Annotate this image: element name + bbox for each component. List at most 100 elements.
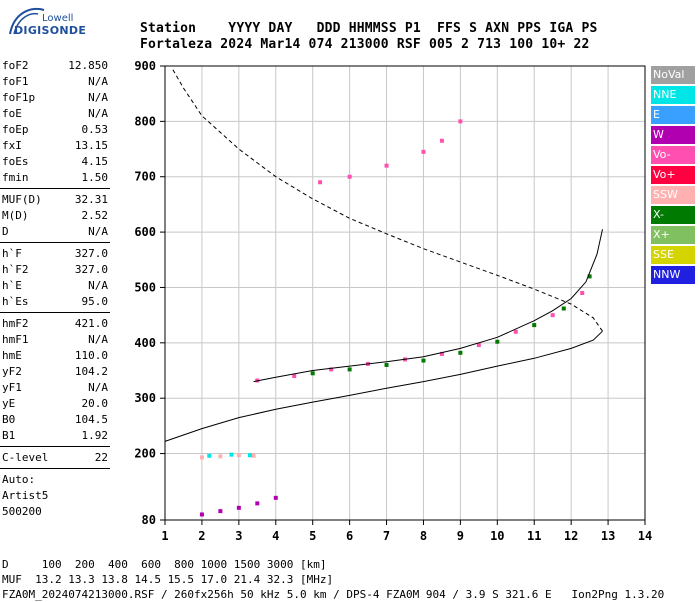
- param-name: yF1: [2, 381, 22, 394]
- param-value: 4.15: [81, 155, 109, 168]
- param-row: B0 104.5: [0, 412, 110, 428]
- param-value: 421.0: [74, 317, 108, 330]
- echo-point: [347, 174, 352, 179]
- param-name: yF2: [2, 365, 22, 378]
- legend: NoVal NNE E W Vo- Vo+ SSW X- X+ SSE NNW: [651, 66, 695, 286]
- legend-item: X-: [651, 206, 695, 224]
- param-separator: [0, 242, 110, 243]
- param-separator: [0, 446, 110, 447]
- param-value: 20.0: [81, 397, 109, 410]
- param-value: 13.15: [74, 139, 108, 152]
- param-name: foE: [2, 107, 22, 120]
- x-tick-label: 14: [638, 529, 652, 543]
- x-tick-label: 8: [420, 529, 427, 543]
- legend-item: E: [651, 106, 695, 124]
- param-value: N/A: [88, 107, 108, 120]
- param-row: h`F 327.0: [0, 246, 110, 262]
- legend-item: Vo+: [651, 166, 695, 184]
- topside-profile-line: [171, 68, 603, 332]
- legend-item: NoVal: [651, 66, 695, 84]
- param-value: 327.0: [74, 247, 108, 260]
- x-tick-label: 13: [601, 529, 615, 543]
- x-tick-label: 12: [564, 529, 578, 543]
- echo-point: [421, 358, 426, 363]
- param-row: C-level 22: [0, 450, 110, 466]
- param-value: N/A: [88, 75, 108, 88]
- x-tick-label: 11: [527, 529, 541, 543]
- param-row: fxI 13.15: [0, 138, 110, 154]
- logo-arc-icon: [9, 7, 45, 35]
- param-name: fxI: [2, 139, 22, 152]
- echo-point: [421, 149, 426, 154]
- param-name: C-level: [2, 451, 49, 464]
- echo-point: [199, 455, 204, 460]
- param-value: N/A: [88, 333, 108, 346]
- echo-point: [384, 163, 389, 168]
- electron-density-profile-line: [164, 330, 603, 442]
- legend-item: W: [651, 126, 695, 144]
- footer: D 100 200 400 600 800 1000 1500 3000 [km…: [0, 557, 664, 602]
- param-value: 32.31: [74, 193, 108, 206]
- param-value: 104.2: [74, 365, 108, 378]
- param-name: h`Es: [2, 295, 29, 308]
- echo-point: [251, 453, 256, 458]
- param-name: MUF(D): [2, 193, 42, 206]
- echo-point: [476, 343, 481, 348]
- y-tick-label: 700: [134, 170, 156, 184]
- x-tick-label: 4: [272, 529, 279, 543]
- echo-point: [255, 501, 260, 506]
- echo-point: [513, 329, 518, 334]
- echo-point: [318, 180, 323, 185]
- param-row: foF1p N/A: [0, 90, 110, 106]
- legend-item: NNW: [651, 266, 695, 284]
- y-tick-label: 900: [134, 59, 156, 73]
- parameter-panel: foF2 12.850 foF1 N/A foF1p N/A foE N/A foEp 0.53 f…: [0, 58, 110, 520]
- legend-item: NNE: [651, 86, 695, 104]
- param-name: h`F: [2, 247, 22, 260]
- echo-point: [207, 453, 212, 458]
- echo-point: [329, 367, 334, 372]
- param-name: D: [2, 225, 9, 238]
- param-row: yF2 104.2: [0, 364, 110, 380]
- echo-point: [218, 509, 223, 514]
- echo-point: [580, 291, 585, 295]
- footer-distance-line: D 100 200 400 600 800 1000 1500 3000 [km…: [2, 558, 327, 571]
- param-name: foEs: [2, 155, 29, 168]
- param-name: foF2: [2, 59, 29, 72]
- param-value: 12.850: [68, 59, 108, 72]
- param-row: yF1 N/A: [0, 380, 110, 396]
- echo-point: [347, 367, 352, 372]
- echo-point: [384, 362, 389, 367]
- echo-point: [458, 350, 463, 355]
- param-row: h`E N/A: [0, 278, 110, 294]
- param-row: hmF1 N/A: [0, 332, 110, 348]
- param-row: h`F2 327.0: [0, 262, 110, 278]
- y-tick-label: 400: [134, 336, 156, 350]
- param-separator: [0, 468, 110, 469]
- legend-item: X+: [651, 226, 695, 244]
- echo-point: [310, 371, 315, 376]
- param-name: foF1p: [2, 91, 36, 104]
- echo-point: [561, 306, 566, 311]
- virtual-height-trace-line: [253, 229, 603, 383]
- param-name: h`F2: [2, 263, 29, 276]
- param-row: foEp 0.53: [0, 122, 110, 138]
- x-tick-label: 5: [309, 529, 316, 543]
- legend-item: SSE: [651, 246, 695, 264]
- echo-point: [199, 512, 204, 517]
- param-value: 22: [94, 451, 108, 464]
- echo-point: [236, 505, 241, 510]
- param-name: B1: [2, 429, 16, 442]
- echo-point: [229, 452, 234, 457]
- param-row: h`Es 95.0: [0, 294, 110, 310]
- param-row: fmin 1.50: [0, 170, 110, 186]
- echo-point: [273, 495, 278, 500]
- y-tick-label: 300: [134, 391, 156, 405]
- echo-point: [458, 119, 463, 124]
- param-row: D N/A: [0, 224, 110, 240]
- param-value: 1.92: [81, 429, 109, 442]
- param-name: M(D): [2, 209, 29, 222]
- autoscale-text: 500200: [2, 505, 42, 518]
- echo-point: [439, 351, 444, 356]
